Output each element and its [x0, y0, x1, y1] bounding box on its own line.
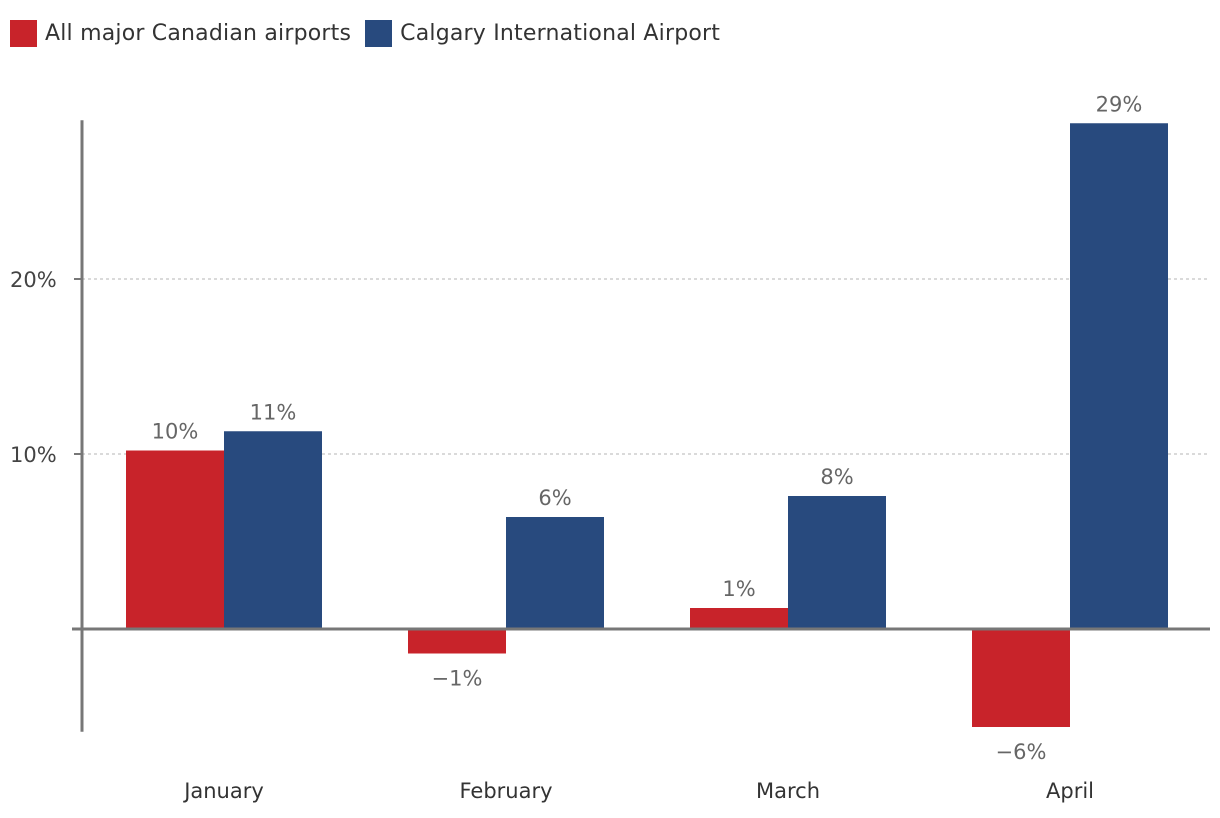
x-tick-label: March — [756, 779, 820, 803]
data-label: −1% — [432, 667, 483, 691]
data-label: 10% — [152, 420, 199, 444]
legend-item-calgary: Calgary International Airport — [365, 19, 721, 47]
x-tick-label: April — [1046, 779, 1094, 803]
y-tick-label: 20% — [10, 268, 57, 292]
bar-january-all-airports — [126, 450, 224, 629]
bar-march-all-airports — [690, 608, 788, 629]
legend: All major Canadian airports Calgary Inte… — [10, 18, 734, 48]
bar-april-all-airports — [972, 629, 1070, 727]
data-label: −6% — [996, 740, 1047, 764]
data-label: 8% — [820, 465, 853, 489]
bar-april-calgary — [1070, 123, 1168, 629]
data-label: 11% — [250, 400, 297, 424]
data-label: 1% — [722, 577, 755, 601]
x-tick-label: January — [182, 779, 264, 803]
bar-march-calgary — [788, 496, 886, 629]
legend-swatch-calgary — [365, 19, 393, 47]
legend-label-calgary: Calgary International Airport — [400, 20, 721, 46]
legend-item-all-airports: All major Canadian airports — [10, 19, 352, 47]
bar-january-calgary — [224, 431, 322, 629]
bar-february-calgary — [506, 517, 604, 629]
bar-february-all-airports — [408, 629, 506, 654]
y-tick-label: 10% — [10, 443, 57, 467]
legend-label-all-airports: All major Canadian airports — [45, 20, 352, 46]
x-tick-label: February — [459, 779, 552, 803]
data-label: 6% — [538, 486, 571, 510]
legend-swatch-all-airports — [10, 19, 37, 47]
data-label: 29% — [1096, 92, 1143, 116]
